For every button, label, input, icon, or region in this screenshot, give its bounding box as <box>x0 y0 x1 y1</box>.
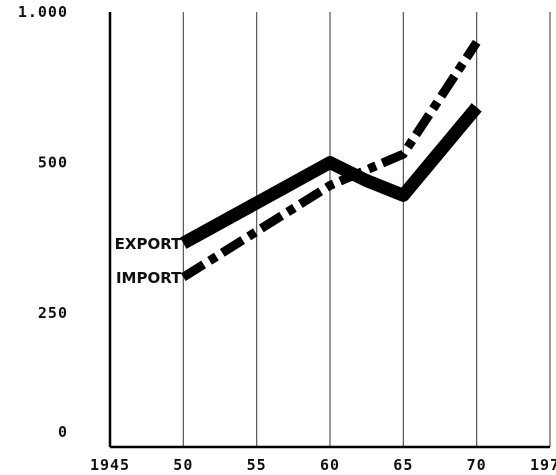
x-tick-label-1975: 1975 <box>530 456 556 474</box>
x-tick-label-70: 70 <box>467 456 487 474</box>
series-label-import: IMPORT <box>116 269 182 287</box>
y-tick-label-1000: 1.000 <box>18 3 68 21</box>
tick-labels: EXPORT IMPORT 1945 50 55 60 65 70 1975 0 250 500 1.0… <box>18 3 556 474</box>
series-label-export: EXPORT <box>115 235 182 253</box>
gridlines <box>182 12 551 447</box>
series-line-export <box>180 103 482 249</box>
x-tick-label-65: 65 <box>393 456 413 474</box>
x-tick-label-60: 60 <box>320 456 340 474</box>
x-tick-label-55: 55 <box>247 456 267 474</box>
series-lines <box>180 39 482 282</box>
axes <box>108 12 550 449</box>
y-tick-label-250: 250 <box>38 304 68 322</box>
x-tick-label-1945: 1945 <box>90 456 130 474</box>
x-tick-label-50: 50 <box>173 456 193 474</box>
y-tick-label-500: 500 <box>38 154 68 172</box>
y-tick-label-0: 0 <box>58 423 68 441</box>
